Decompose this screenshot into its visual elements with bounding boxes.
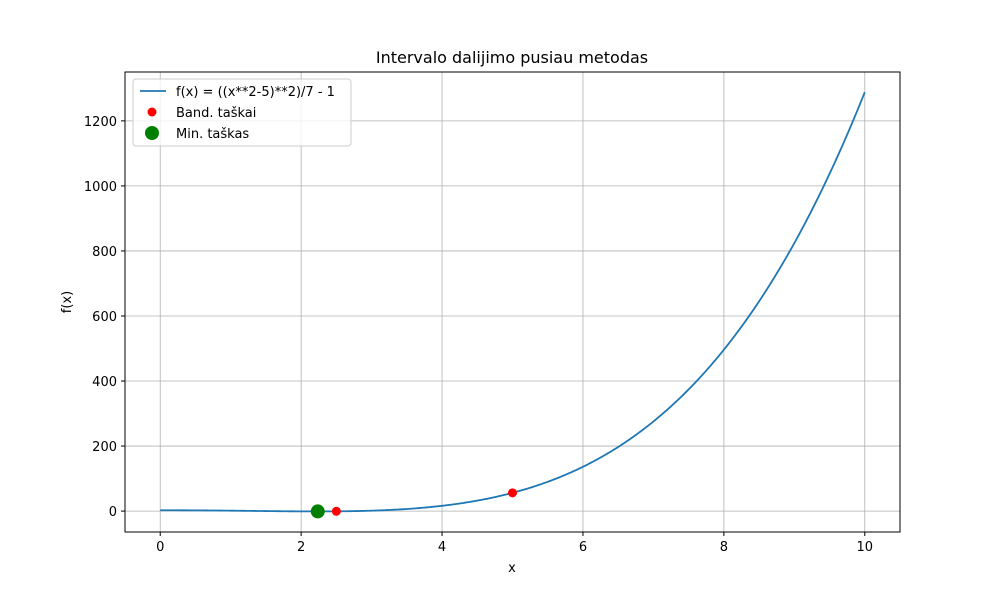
y-axis-label: f(x): [60, 291, 75, 313]
x-tick-label: 6: [579, 540, 587, 555]
min-point: [310, 504, 325, 519]
y-tick-label: 600: [92, 310, 117, 325]
band-point: [508, 488, 517, 498]
plot-area: [160, 91, 866, 519]
legend: f(x) = ((x**2-5)**2)/7 - 1 Band. taškai …: [132, 78, 352, 147]
legend-red-marker: [147, 107, 157, 117]
x-axis-label: x: [508, 561, 516, 576]
y-tick-label: 1000: [84, 180, 117, 195]
legend-green-marker: [145, 126, 159, 140]
y-tick-label: 800: [92, 245, 117, 260]
legend-label-band-points: Band. taškai: [176, 106, 256, 121]
y-tick-label: 0: [109, 505, 117, 520]
y-tick-label: 400: [92, 375, 117, 390]
x-tick-label: 8: [720, 540, 728, 555]
axes-frame: [124, 71, 901, 533]
ticks: 0 2 4 6 8 10 0 200 400 600 800 1000 1200: [84, 115, 873, 555]
x-tick-label: 2: [297, 540, 305, 555]
y-tick-label: 1200: [84, 115, 117, 130]
legend-label-min-point: Min. taškas: [176, 127, 249, 142]
x-tick-label: 4: [438, 540, 446, 555]
y-tick-label: 200: [92, 440, 117, 455]
band-point: [331, 506, 341, 516]
x-tick-label: 0: [156, 540, 164, 555]
x-tick-label: 10: [856, 540, 873, 555]
grid: [125, 72, 900, 532]
legend-label-function: f(x) = ((x**2-5)**2)/7 - 1: [176, 85, 335, 100]
chart-title: Intervalo dalijimo pusiau metodas: [376, 48, 648, 67]
legend-box: [132, 78, 352, 147]
